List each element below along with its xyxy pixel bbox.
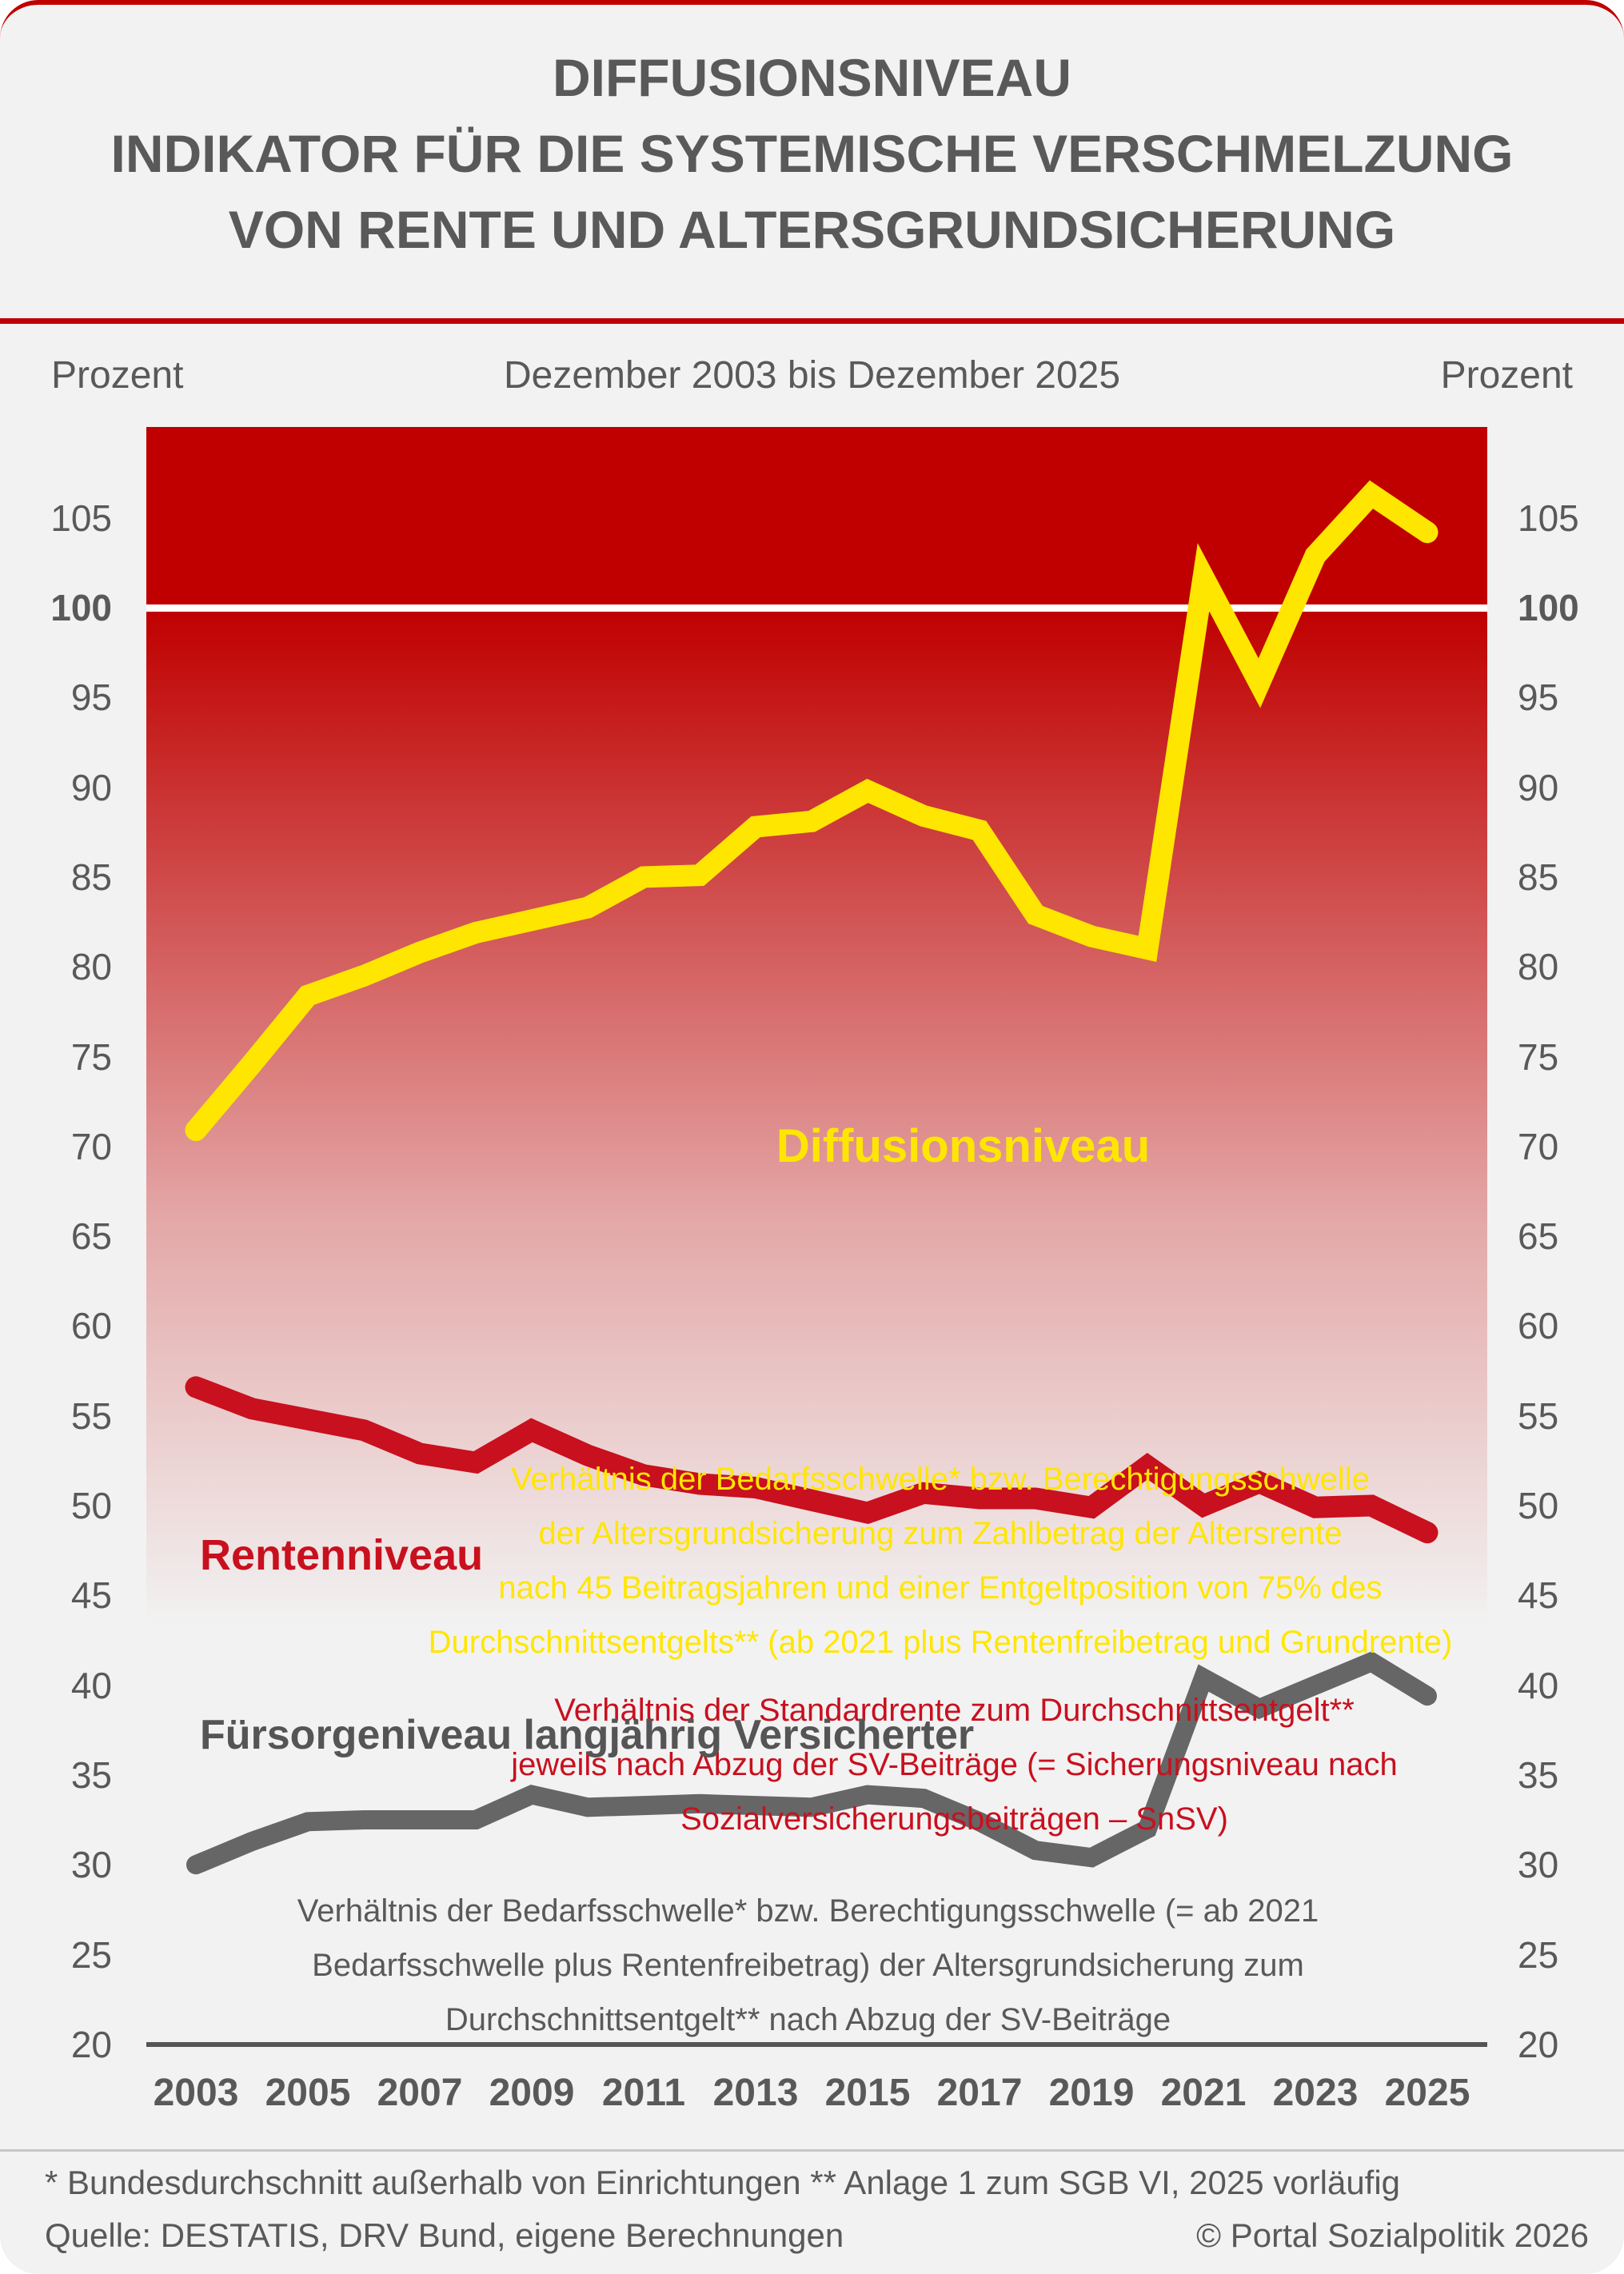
y-tick-right-105: 105 (1518, 497, 1579, 539)
x-tick-2025: 2025 (1384, 2072, 1470, 2114)
x-tick-2023: 2023 (1272, 2072, 1359, 2114)
y-tick-left-95: 95 (70, 676, 112, 719)
annotation-line: Bedarfsschwelle plus Rentenfreibetrag) d… (312, 1948, 1304, 1983)
title-line-3: VON RENTE UND ALTERSGRUNDSICHERUNG (228, 200, 1396, 259)
y-tick-right-80: 80 (1518, 946, 1559, 988)
footer-divider (0, 2149, 1624, 2152)
x-tick-2021: 2021 (1160, 2072, 1247, 2114)
annotation-line: Durchschnittsentgelts** (ab 2021 plus Re… (428, 1625, 1453, 1660)
x-axis-line (146, 2042, 1487, 2047)
y-tick-left-90: 90 (70, 766, 112, 808)
y-tick-left-40: 40 (70, 1664, 112, 1706)
series-line-1 (185, 480, 1438, 1142)
title-divider (0, 318, 1624, 324)
y-tick-left-70: 70 (70, 1125, 112, 1167)
y-axis-unit-right: Prozent (1440, 354, 1573, 397)
y-tick-right-35: 35 (1518, 1753, 1559, 1796)
y-tick-left-85: 85 (70, 856, 112, 898)
x-tick-2015: 2015 (824, 2072, 911, 2114)
y-tick-right-55: 55 (1518, 1394, 1559, 1437)
y-tick-left-30: 30 (70, 1844, 112, 1886)
annotation-fuersorgeniveau-desc: Verhältnis der Bedarfsschwelle* bzw. Ber… (146, 1884, 1470, 2047)
chart-subheader: Prozent Dezember 2003 bis Dezember 2025 … (0, 353, 1624, 398)
annotation-rentenniveau-desc: Verhältnis der Standardrente zum Durchsc… (293, 1683, 1616, 1846)
y-tick-left-50: 50 (70, 1485, 112, 1526)
series-line-2 (185, 1376, 1438, 1544)
title-line-1: DIFFUSIONSNIVEAU (552, 48, 1072, 107)
y-tick-right-95: 95 (1518, 676, 1559, 719)
annotation-line: Sozialversicherungsbeiträgen – SnSV) (680, 1801, 1228, 1837)
footer-copyright: © Portal Sozialpolitik 2026 (1196, 2216, 1589, 2254)
series-label-rentenniveau: Rentenniveau (200, 1531, 484, 1579)
page-title: DIFFUSIONSNIVEAU INDIKATOR FÜR DIE SYSTE… (0, 40, 1624, 268)
reference-line-100 (146, 604, 1487, 612)
plot-area: Diffusionsniveau Verhältnis der Bedarfss… (146, 427, 1487, 2045)
x-tick-2003: 2003 (153, 2072, 239, 2114)
annotation-diffusionsniveau-desc: Verhältnis der Bedarfsschwelle* bzw. Ber… (293, 1452, 1588, 1670)
line-chart-canvas (185, 480, 1438, 1875)
y-tick-left-25: 25 (70, 1933, 112, 1976)
y-tick-right-65: 65 (1518, 1215, 1559, 1258)
y-tick-left-55: 55 (70, 1394, 112, 1437)
y-tick-left-35: 35 (70, 1753, 112, 1796)
y-tick-right-75: 75 (1518, 1035, 1559, 1078)
y-tick-right-40: 40 (1518, 1664, 1559, 1706)
y-tick-right-20: 20 (1518, 2023, 1559, 2065)
annotation-line: Durchschnittsentgelt** nach Abzug der SV… (445, 2002, 1171, 2037)
annotation-line: Verhältnis der Bedarfsschwelle* bzw. Ber… (511, 1462, 1370, 1497)
y-tick-left-45: 45 (70, 1574, 112, 1617)
x-tick-2019: 2019 (1048, 2072, 1135, 2114)
footer-note: * Bundesdurchschnitt außerhalb von Einri… (45, 2164, 1401, 2201)
y-tick-left-20: 20 (70, 2023, 112, 2065)
y-tick-right-50: 50 (1518, 1485, 1559, 1526)
y-tick-left-75: 75 (70, 1035, 112, 1078)
y-tick-right-45: 45 (1518, 1574, 1559, 1617)
annotation-line: jeweils nach Abzug der SV-Beiträge (= Si… (511, 1747, 1398, 1782)
y-tick-left-80: 80 (70, 946, 112, 988)
x-tick-2005: 2005 (265, 2072, 351, 2114)
x-tick-2009: 2009 (489, 2072, 575, 2114)
y-tick-left-60: 60 (70, 1305, 112, 1347)
footer-source: Quelle: DESTATIS, DRV Bund, eigene Berec… (45, 2216, 844, 2254)
y-tick-right-100: 100 (1518, 587, 1579, 628)
y-tick-right-30: 30 (1518, 1844, 1559, 1886)
y-tick-left-105: 105 (50, 497, 112, 539)
annotation-line: nach 45 Beitragsjahren und einer Entgelt… (498, 1570, 1383, 1606)
y-tick-right-60: 60 (1518, 1305, 1559, 1347)
series-line-3 (186, 1650, 1437, 1875)
y-tick-right-90: 90 (1518, 766, 1559, 808)
series-label-fuersorgeniveau: Fürsorgeniveau langjährig Versicherter (200, 1712, 975, 1758)
annotation-line: der Altersgrundsicherung zum Zahlbetrag … (538, 1516, 1343, 1551)
x-tick-2017: 2017 (936, 2072, 1023, 2114)
y-tick-left-65: 65 (70, 1215, 112, 1258)
x-tick-2007: 2007 (377, 2072, 463, 2114)
chart-period-label: Dezember 2003 bis Dezember 2025 (503, 354, 1121, 397)
y-tick-right-85: 85 (1518, 856, 1559, 898)
x-tick-2013: 2013 (712, 2072, 799, 2114)
annotation-line: Verhältnis der Standardrente zum Durchsc… (554, 1693, 1355, 1728)
y-axis-unit-left: Prozent (51, 354, 184, 397)
title-line-2: INDIKATOR FÜR DIE SYSTEMISCHE VERSCHMELZ… (110, 124, 1514, 183)
x-tick-2011: 2011 (601, 2072, 686, 2114)
y-tick-right-70: 70 (1518, 1125, 1559, 1167)
series-label-diffusionsniveau: Diffusionsniveau (776, 1120, 1151, 1172)
annotation-line: Verhältnis der Bedarfsschwelle* bzw. Ber… (297, 1893, 1319, 1929)
y-tick-left-100: 100 (50, 587, 112, 628)
y-tick-right-25: 25 (1518, 1933, 1559, 1976)
